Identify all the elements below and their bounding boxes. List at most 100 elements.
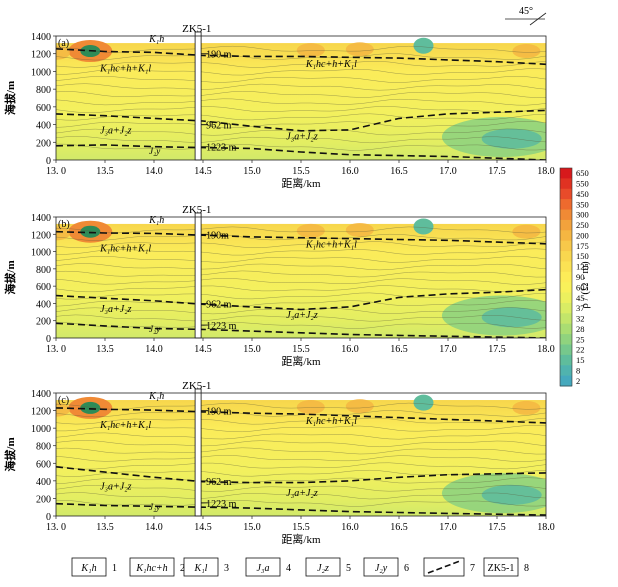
x-tick-label: 17.0 [439, 344, 457, 355]
surface-patch [56, 402, 70, 417]
x-tick-label: 13.5 [96, 166, 114, 177]
x-tick-label: 13. 0 [46, 166, 66, 177]
panel-label: (c) [58, 395, 69, 406]
contour-line [56, 322, 546, 329]
y-tick-label: 400 [36, 477, 51, 488]
panel-a: ZK5-1 (a) K₁h K₁hc+h+K₁l K₁hc+h+K₁l J₃a+J₂z J₃… [3, 23, 555, 190]
strata-boundary [56, 407, 546, 424]
compass-label: 45° [519, 6, 533, 17]
depth-label: 962 m [206, 299, 232, 310]
x-tick-label: 15.0 [243, 344, 261, 355]
borehole-label: ZK5-1 [182, 380, 211, 392]
depth-label: 190 m [206, 407, 232, 418]
colorbar-swatch [560, 323, 572, 335]
surface-patch [512, 224, 541, 239]
conductive-core [481, 484, 542, 505]
x-tick-label: 17.5 [488, 522, 506, 533]
colorbar-swatch [560, 261, 572, 273]
y-tick-label: 600 [36, 103, 51, 114]
surface-patch [345, 399, 374, 414]
x-tick-label: 17.5 [488, 344, 506, 355]
colorbar-swatch [560, 354, 572, 366]
strata-boundary [56, 48, 546, 66]
colorbar-swatch [560, 199, 572, 211]
colorbar-swatch [560, 251, 572, 262]
contour-line [56, 68, 546, 76]
x-tick-label: 18.0 [537, 166, 555, 177]
colorbar-swatch [560, 271, 572, 283]
colorbar-tick-label: 300 [576, 210, 589, 220]
colorbar-swatch [560, 178, 572, 190]
unit-label: K₁hc+h+K₁l [305, 59, 357, 70]
colorbar-tick-label: 550 [576, 179, 589, 189]
colorbar-swatch [560, 375, 572, 387]
colorbar-tick-label: 37 [576, 303, 585, 313]
x-tick-label: 16.5 [390, 166, 408, 177]
unit-label: J₃a+J₂z [286, 310, 318, 321]
colorbar-swatch [560, 334, 572, 345]
y-tick-label: 600 [36, 459, 51, 470]
x-tick-label: 14.5 [194, 166, 212, 177]
strata-boundary [56, 466, 546, 484]
legend-box [183, 557, 219, 577]
legend-number: 8 [524, 563, 529, 574]
unit-label: J₃a+J₂z [100, 125, 132, 136]
colorbar-tick-label: 45 [576, 293, 585, 303]
unit-label: K₁hc+h+K₁l [99, 63, 151, 74]
strata-boundary [56, 288, 546, 311]
x-tick-label: 16.0 [341, 522, 359, 533]
y-tick-label: 200 [36, 317, 51, 328]
contour-line [56, 477, 546, 485]
legend-box [483, 557, 519, 577]
borehole-label: ZK5-1 [182, 204, 211, 216]
x-tick-label: 13.5 [96, 522, 114, 533]
colorbar-tick-label: 22 [576, 345, 585, 355]
borehole-column [194, 388, 202, 517]
x-tick-label: 13. 0 [46, 522, 66, 533]
surface-patch [512, 400, 541, 415]
y-tick-label: 1200 [31, 50, 51, 61]
contour-line [56, 417, 546, 425]
depth-label: 1223 m [206, 143, 237, 154]
contour-line [56, 241, 546, 248]
contour-line [56, 500, 546, 507]
colorbar-swatch [560, 292, 572, 304]
contour-line [56, 263, 546, 271]
unit-label: K₁h [148, 215, 164, 226]
x-axis-label: 距离/km [281, 176, 321, 190]
contour-line [56, 248, 546, 256]
borehole-column [194, 212, 202, 339]
x-tick-label: 16.5 [390, 344, 408, 355]
contour-line [56, 113, 546, 121]
colorbar-swatch [560, 188, 572, 200]
y-axis-label: 海拔/m [3, 81, 17, 115]
compass: 45° [505, 6, 547, 26]
y-tick-label: 1000 [31, 248, 51, 259]
contour-line [56, 106, 546, 113]
strata-boundary [56, 502, 546, 516]
contour-line [56, 285, 546, 292]
depth-label: 962 m [206, 477, 232, 488]
legend-box [305, 557, 341, 577]
y-tick-label: 400 [36, 121, 51, 132]
y-tick-label: 1200 [31, 230, 51, 241]
contour-line [56, 61, 546, 68]
colorbar-tick-label: 650 [576, 168, 589, 178]
depth-label: 962 m [206, 121, 232, 132]
contour-line [56, 270, 546, 278]
contour-line [56, 46, 546, 53]
unit-label: K₁h [148, 391, 164, 402]
x-tick-label: 13.5 [96, 344, 114, 355]
strata-boundary [56, 322, 546, 338]
colorbar-tick-label: 350 [576, 199, 589, 209]
colorbar-swatch [560, 168, 572, 179]
y-axis-label: 海拔/m [3, 437, 17, 471]
surface-anomaly [413, 218, 434, 235]
surface-patch [296, 223, 325, 238]
colorbar-tick-label: 32 [576, 314, 585, 324]
x-tick-label: 14.0 [145, 166, 163, 177]
unit-label: K₁hc+h+K₁l [99, 244, 151, 255]
unit-label: K₁hc+h+K₁l [305, 416, 357, 427]
x-tick-label: 17.0 [439, 166, 457, 177]
colorbar-swatch [560, 282, 572, 294]
